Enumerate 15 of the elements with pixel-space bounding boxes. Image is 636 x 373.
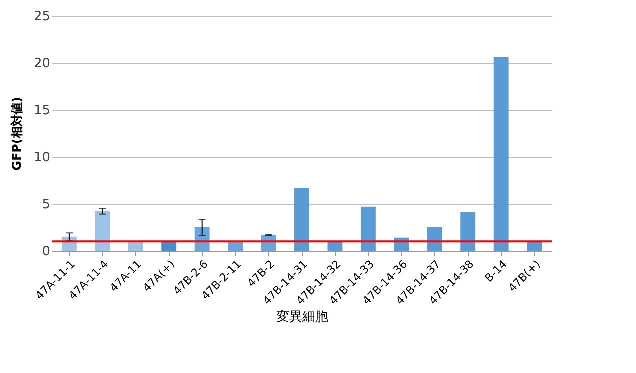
bar [128,242,144,251]
bar [228,242,244,251]
y-tick-label: 5 [42,198,50,212]
bar [460,212,476,251]
y-tick-label: 20 [34,56,50,72]
y-tick-label: 0 [42,244,50,260]
x-axis-title: 変異細胞 [276,308,328,325]
y-tick-label: 25 [34,10,50,24]
y-tick-label: 10 [34,150,50,166]
bar [360,206,376,251]
y-axis-title: GFP(相対値) [10,97,24,171]
bar [494,57,509,251]
bar [294,188,310,251]
y-tick-label: 15 [34,104,50,118]
bar [95,212,110,251]
